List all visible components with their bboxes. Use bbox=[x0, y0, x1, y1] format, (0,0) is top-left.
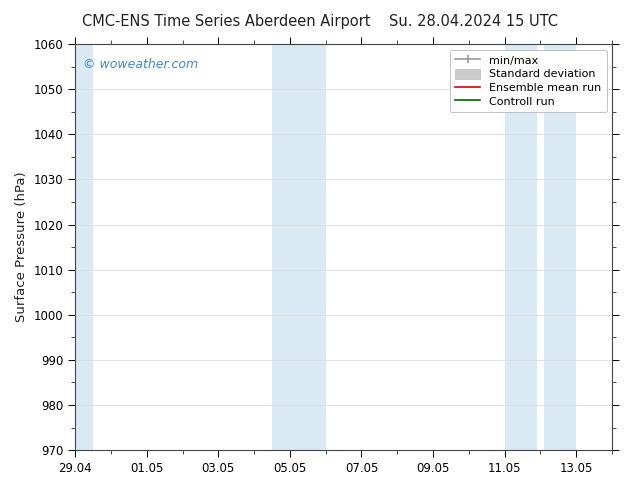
Bar bbox=[544, 44, 576, 450]
Bar bbox=[74, 44, 93, 450]
Y-axis label: Surface Pressure (hPa): Surface Pressure (hPa) bbox=[15, 172, 28, 322]
Bar bbox=[505, 44, 537, 450]
Bar bbox=[272, 44, 326, 450]
Text: © woweather.com: © woweather.com bbox=[83, 58, 198, 71]
Legend: min/max, Standard deviation, Ensemble mean run, Controll run: min/max, Standard deviation, Ensemble me… bbox=[450, 49, 607, 112]
Text: CMC-ENS Time Series Aberdeen Airport: CMC-ENS Time Series Aberdeen Airport bbox=[82, 14, 371, 29]
Text: Su. 28.04.2024 15 UTC: Su. 28.04.2024 15 UTC bbox=[389, 14, 558, 29]
